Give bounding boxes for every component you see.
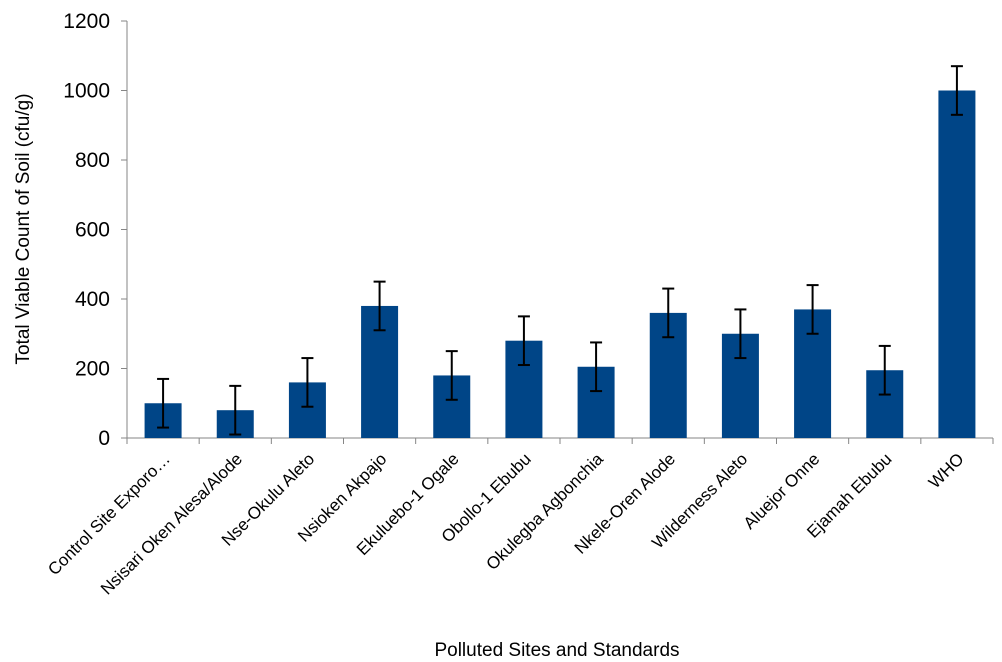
y-tick-label: 400 <box>75 288 110 311</box>
y-tick-label: 1000 <box>63 80 110 103</box>
y-tick-label: 0 <box>98 427 110 450</box>
category-label: Nsisari Oken Alesa/Alode <box>97 449 246 598</box>
y-tick-label: 600 <box>75 219 110 242</box>
x-axis <box>126 437 994 444</box>
category-label: WHO <box>925 449 968 492</box>
x-axis-title: Polluted Sites and Standards <box>434 640 679 661</box>
y-axis: 0 200 400 600 800 1000 1200 <box>63 10 128 450</box>
bar-series <box>144 90 976 438</box>
category-labels: Control Site Exporo…Nsisari Oken Alesa/A… <box>44 449 968 598</box>
y-tick-label: 800 <box>75 149 110 172</box>
error-bars <box>157 65 963 436</box>
y-axis-title: Total Viable Count of Soil (cfu/g) <box>13 93 34 364</box>
y-tick-label: 1200 <box>63 10 110 33</box>
bar <box>938 90 976 438</box>
category-label: Control Site Exporo… <box>44 449 174 579</box>
y-tick-label: 200 <box>75 358 110 381</box>
category-label: Okulegba Agbonchia <box>483 449 608 574</box>
